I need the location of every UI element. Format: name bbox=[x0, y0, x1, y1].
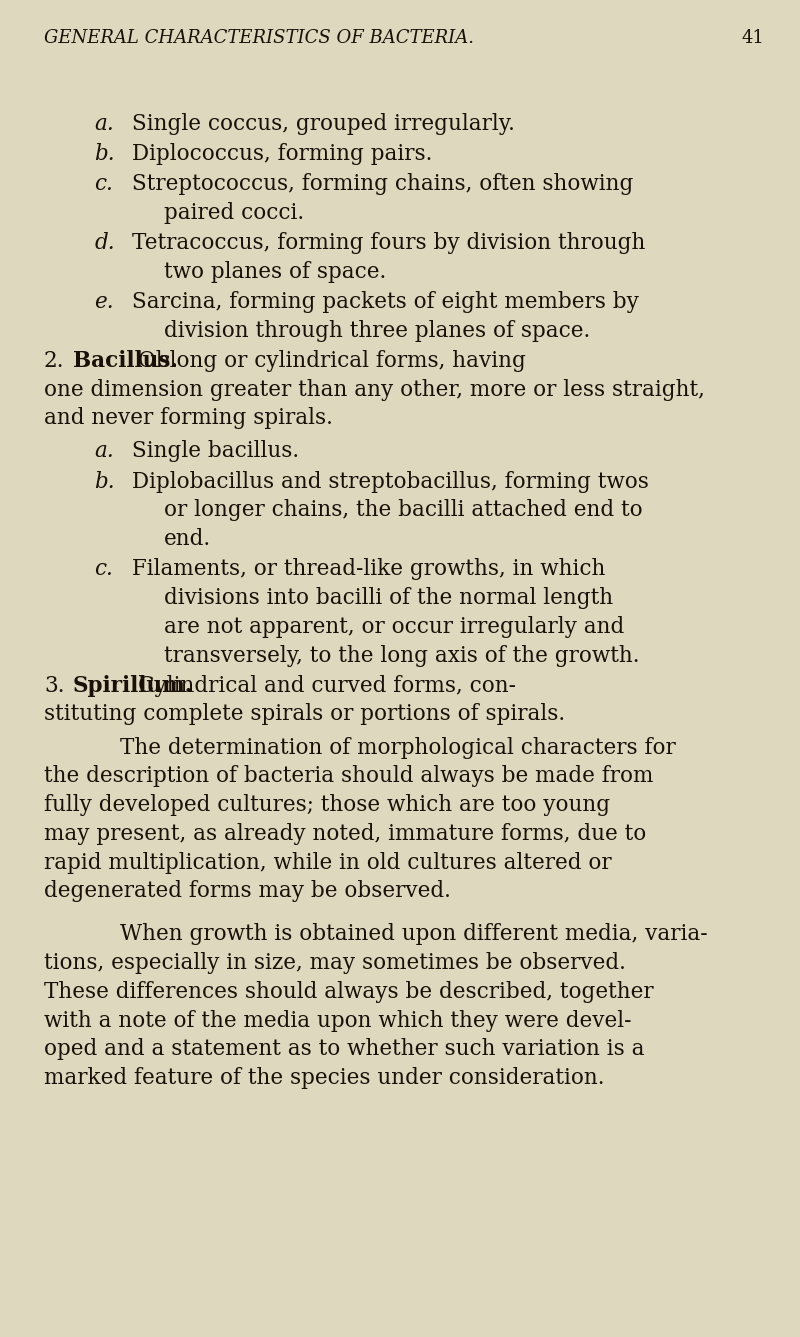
Text: one dimension greater than any other, more or less straight,: one dimension greater than any other, mo… bbox=[44, 378, 705, 401]
Text: Diplococcus, forming pairs.: Diplococcus, forming pairs. bbox=[132, 143, 432, 164]
Text: division through three planes of space.: division through three planes of space. bbox=[164, 320, 590, 342]
Text: tions, especially in size, may sometimes be observed.: tions, especially in size, may sometimes… bbox=[44, 952, 626, 975]
Text: The determination of morphological characters for: The determination of morphological chara… bbox=[120, 737, 676, 758]
Text: e.: e. bbox=[94, 291, 114, 313]
Text: Spirillum.: Spirillum. bbox=[73, 675, 193, 697]
Text: oped and a statement as to whether such variation is a: oped and a statement as to whether such … bbox=[44, 1039, 645, 1060]
Text: c.: c. bbox=[94, 559, 114, 580]
Text: two planes of space.: two planes of space. bbox=[164, 261, 386, 283]
Text: degenerated forms may be observed.: degenerated forms may be observed. bbox=[44, 880, 451, 902]
Text: Oblong or cylindrical forms, having: Oblong or cylindrical forms, having bbox=[138, 350, 526, 372]
Text: are not apparent, or occur irregularly and: are not apparent, or occur irregularly a… bbox=[164, 616, 624, 638]
Text: Diplobacillus and streptobacillus, forming twos: Diplobacillus and streptobacillus, formi… bbox=[132, 471, 649, 492]
Text: b.: b. bbox=[94, 143, 115, 164]
Text: fully developed cultures; those which are too young: fully developed cultures; those which ar… bbox=[44, 794, 610, 816]
Text: a.: a. bbox=[94, 440, 114, 463]
Text: Sarcina, forming packets of eight members by: Sarcina, forming packets of eight member… bbox=[132, 291, 639, 313]
Text: stituting complete spirals or portions of spirals.: stituting complete spirals or portions o… bbox=[44, 703, 565, 726]
Text: GENERAL CHARACTERISTICS OF BACTERIA.: GENERAL CHARACTERISTICS OF BACTERIA. bbox=[44, 29, 474, 47]
Text: or longer chains, the bacilli attached end to: or longer chains, the bacilli attached e… bbox=[164, 500, 642, 521]
Text: These differences should always be described, together: These differences should always be descr… bbox=[44, 981, 654, 1003]
Text: Tetracoccus, forming fours by division through: Tetracoccus, forming fours by division t… bbox=[132, 233, 646, 254]
Text: c.: c. bbox=[94, 172, 114, 195]
Text: Cylindrical and curved forms, con-: Cylindrical and curved forms, con- bbox=[138, 675, 517, 697]
Text: 3.: 3. bbox=[44, 675, 65, 697]
Text: b.: b. bbox=[94, 471, 115, 492]
Text: transversely, to the long axis of the growth.: transversely, to the long axis of the gr… bbox=[164, 644, 639, 667]
Text: marked feature of the species under consideration.: marked feature of the species under cons… bbox=[44, 1067, 605, 1090]
Text: Single bacillus.: Single bacillus. bbox=[132, 440, 299, 463]
Text: Single coccus, grouped irregularly.: Single coccus, grouped irregularly. bbox=[132, 112, 515, 135]
Text: may present, as already noted, immature forms, due to: may present, as already noted, immature … bbox=[44, 822, 646, 845]
Text: paired cocci.: paired cocci. bbox=[164, 202, 304, 223]
Text: When growth is obtained upon different media, varia-: When growth is obtained upon different m… bbox=[120, 924, 708, 945]
Text: 41: 41 bbox=[741, 29, 764, 47]
Text: d.: d. bbox=[94, 233, 115, 254]
Text: Streptococcus, forming chains, often showing: Streptococcus, forming chains, often sho… bbox=[132, 172, 634, 195]
Text: the description of bacteria should always be made from: the description of bacteria should alway… bbox=[44, 765, 654, 787]
Text: rapid multiplication, while in old cultures altered or: rapid multiplication, while in old cultu… bbox=[44, 852, 612, 873]
Text: and never forming spirals.: and never forming spirals. bbox=[44, 408, 333, 429]
Text: with a note of the media upon which they were devel-: with a note of the media upon which they… bbox=[44, 1009, 631, 1032]
Text: a.: a. bbox=[94, 112, 114, 135]
Text: end.: end. bbox=[164, 528, 211, 550]
Text: Bacillus.: Bacillus. bbox=[73, 350, 178, 372]
Text: 2.: 2. bbox=[44, 350, 65, 372]
Text: Filaments, or thread-like growths, in which: Filaments, or thread-like growths, in wh… bbox=[132, 559, 606, 580]
Text: divisions into bacilli of the normal length: divisions into bacilli of the normal len… bbox=[164, 587, 613, 610]
